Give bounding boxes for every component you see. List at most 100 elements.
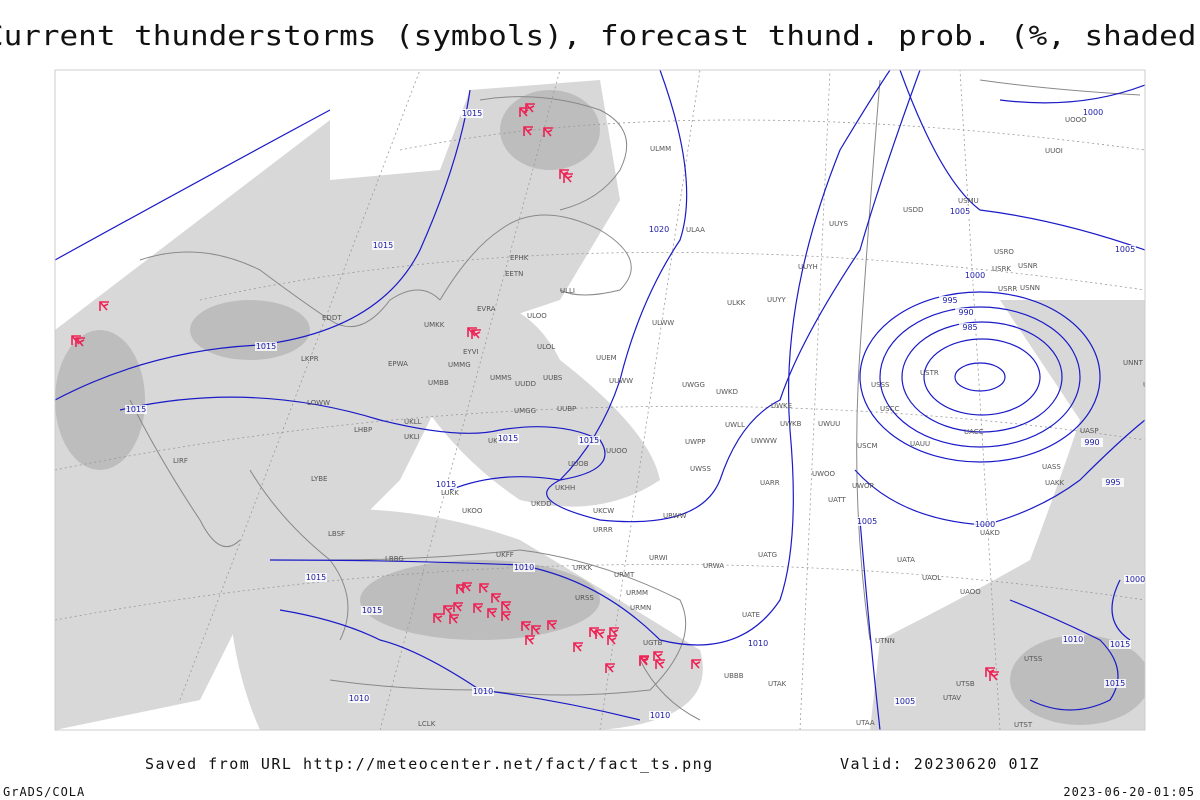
isobar-label: 1015 bbox=[462, 109, 482, 118]
station-label: UATG bbox=[758, 551, 777, 559]
station-label: UTAK bbox=[768, 680, 787, 688]
station-label: UAKD bbox=[980, 529, 1000, 537]
thunderstorm-symbol bbox=[501, 601, 511, 611]
station-label: UUEM bbox=[596, 354, 617, 362]
map-area: ULMM ULAA ULLI EFHK EETN EVRA ULOO ULOL UMKK EYVI… bbox=[55, 70, 1145, 730]
title: Current thunderstorms (symbols), forecas… bbox=[0, 19, 1200, 52]
isobar-label-bg bbox=[959, 323, 981, 332]
station-label: URRR bbox=[593, 526, 613, 534]
station-label: ULLI bbox=[560, 287, 575, 295]
thunderstorm-symbol bbox=[75, 337, 85, 347]
isobar-label-bg bbox=[361, 606, 383, 615]
station-label: USRR bbox=[998, 285, 1017, 293]
isobar-label: 1010 bbox=[514, 563, 534, 572]
isobar-label-bg bbox=[648, 225, 670, 234]
station-label: UAKK bbox=[1045, 479, 1065, 487]
thunderstorm-symbol bbox=[525, 103, 535, 113]
station-label: EVRA bbox=[477, 305, 496, 313]
thunderstorm-symbol bbox=[595, 629, 605, 639]
station-label: URWA bbox=[703, 562, 724, 570]
station-label: UBBB bbox=[724, 672, 744, 680]
station-label: UTAV bbox=[943, 694, 961, 702]
isobar-label: 1010 bbox=[473, 687, 493, 696]
station-label: UUBS bbox=[543, 374, 563, 382]
isobar-label-bg bbox=[1062, 635, 1084, 644]
station-label: UWOR bbox=[852, 482, 875, 490]
station-label: URMT bbox=[614, 571, 635, 579]
thunderstorm-symbol bbox=[547, 620, 557, 630]
probability-shading bbox=[55, 80, 1145, 730]
thunderstorm-symbol bbox=[989, 671, 999, 681]
station-label: USNR bbox=[1018, 262, 1038, 270]
isobar-label-bg bbox=[894, 697, 916, 706]
station-label: UKHH bbox=[555, 484, 575, 492]
thunderstorm-symbol bbox=[573, 642, 583, 652]
isobars bbox=[55, 70, 1145, 730]
isobar-label: 990 bbox=[958, 308, 973, 317]
station-label: UUOO bbox=[606, 447, 628, 455]
station-label: UATT bbox=[828, 496, 847, 504]
station-label: UKLI bbox=[404, 433, 420, 441]
thunderstorm-symbols bbox=[71, 103, 999, 681]
isobar-label-bg bbox=[348, 694, 370, 703]
station-label: EPWA bbox=[388, 360, 408, 368]
station-label: LHBP bbox=[354, 426, 372, 434]
station-label: UAUU bbox=[910, 440, 930, 448]
isobar-label-bg bbox=[1102, 478, 1124, 487]
isobar-label: 1015 bbox=[373, 241, 393, 250]
station-label: UARR bbox=[760, 479, 780, 487]
thunderstorm-symbol bbox=[639, 656, 649, 666]
isobar-label: 1010 bbox=[748, 639, 768, 648]
station-label: UASS bbox=[1042, 463, 1061, 471]
isobar-label-bg bbox=[747, 639, 769, 648]
isobar-label-bg bbox=[125, 405, 147, 414]
station-label: UWKD bbox=[716, 388, 738, 396]
station-label: UMKK bbox=[424, 321, 445, 329]
thunderstorm-symbol bbox=[605, 663, 615, 673]
station-label: UWUU bbox=[818, 420, 840, 428]
station-label: USCM bbox=[857, 442, 878, 450]
station-label: ULMM bbox=[650, 145, 671, 153]
station-label: LBSF bbox=[328, 530, 345, 538]
isobar-label-bg bbox=[1114, 245, 1136, 254]
station-label: UWKE bbox=[771, 402, 792, 410]
station-label: URSS bbox=[575, 594, 594, 602]
thunderstorm-symbol bbox=[691, 659, 701, 669]
station-label: UMMG bbox=[448, 361, 471, 369]
isobar-label: 1015 bbox=[436, 480, 456, 489]
isobar-label-bg bbox=[461, 109, 483, 118]
station-label: UUWW bbox=[609, 377, 633, 385]
valid-time: Valid: 20230620 01Z bbox=[840, 755, 1040, 773]
thunderstorm-symbol bbox=[653, 651, 663, 661]
isobar-label-bg bbox=[964, 271, 986, 280]
timestamp: 2023-06-20-01:05 bbox=[1063, 785, 1195, 799]
isobar-label-bg bbox=[578, 436, 600, 445]
thunderstorm-symbol bbox=[525, 635, 535, 645]
isobar-label-bg bbox=[955, 308, 977, 317]
station-label: LKPR bbox=[301, 355, 319, 363]
station-label: UACC bbox=[964, 428, 984, 436]
station-label: USTR bbox=[920, 369, 939, 377]
isobar-label: 1015 bbox=[579, 436, 599, 445]
thunderstorm-symbol bbox=[521, 621, 531, 631]
source-url: Saved from URL http://meteocenter.net/fa… bbox=[145, 755, 714, 773]
station-label: UUOB bbox=[568, 460, 589, 468]
station-label: UWGG bbox=[682, 381, 705, 389]
station-label: UTST bbox=[1014, 721, 1033, 729]
station-label: UATA bbox=[897, 556, 915, 564]
isobar-label: 1005 bbox=[895, 697, 915, 706]
station-label: ULKK bbox=[727, 299, 746, 307]
station-label: LUKK bbox=[441, 489, 459, 497]
thunderstorm-symbol bbox=[473, 603, 483, 613]
station-layer: ULMM ULAA ULLI EFHK EETN EVRA ULOO ULOL UMKK EYVI… bbox=[173, 116, 1145, 729]
isobar-label-layer: 1015 1015 1020 1015 1015 1015 1015 1015 1010 1015… bbox=[125, 108, 1145, 720]
thunderstorm-symbol bbox=[563, 173, 573, 183]
station-label: URWW bbox=[663, 512, 687, 520]
thunderstorm-symbol bbox=[433, 613, 443, 623]
station-label: UOOO bbox=[1065, 116, 1087, 124]
station-label: EFHK bbox=[510, 254, 529, 262]
isobar-label: 1015 bbox=[1110, 640, 1130, 649]
station-label: UMGG bbox=[514, 407, 536, 415]
station-label: UNNT bbox=[1123, 359, 1144, 367]
